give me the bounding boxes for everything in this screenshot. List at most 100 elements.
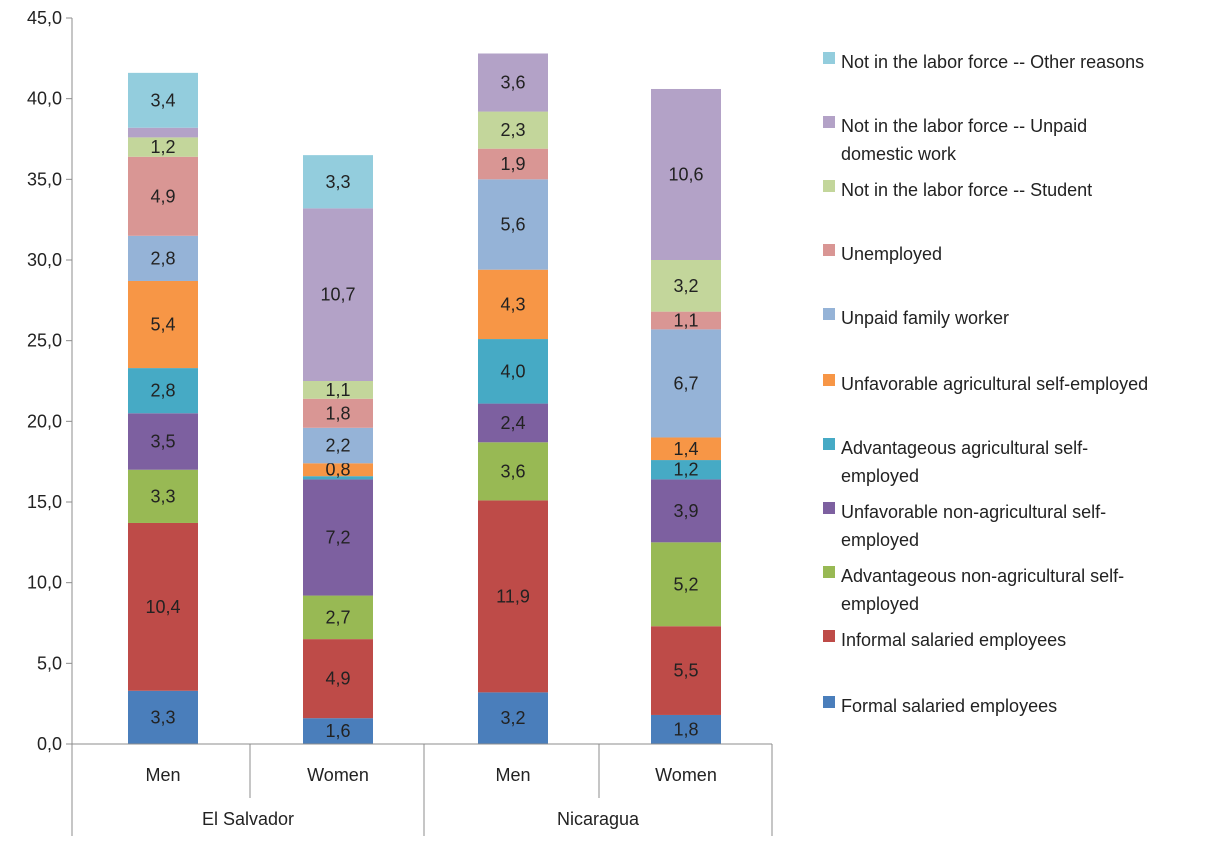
legend-swatch <box>823 566 835 578</box>
data-label: 3,3 <box>150 486 175 506</box>
data-label: 10,6 <box>668 164 703 184</box>
bar-segment <box>303 155 373 209</box>
data-label: 6,7 <box>673 373 698 393</box>
y-tick-label: 0,0 <box>37 734 62 754</box>
legend-swatch <box>823 244 835 256</box>
legend-label: Not in the labor force -- Other reasons <box>841 52 1144 72</box>
bar-segment <box>651 479 721 543</box>
bar-segment <box>128 235 198 281</box>
y-tick-label: 20,0 <box>27 411 62 431</box>
bar-segment <box>651 329 721 438</box>
bar-segment <box>651 714 721 744</box>
bar-segment <box>651 437 721 461</box>
category-label: Women <box>655 765 717 785</box>
bar-segment <box>651 260 721 312</box>
bar-segment <box>478 269 548 340</box>
bar-segment <box>651 460 721 480</box>
bar-segment <box>128 156 198 236</box>
bar-segment <box>128 690 198 744</box>
bar-segment <box>128 137 198 157</box>
y-tick-label: 5,0 <box>37 653 62 673</box>
legend-label: Unpaid family worker <box>841 308 1009 328</box>
bar-segment <box>128 368 198 414</box>
bar-segment <box>128 280 198 369</box>
data-label: 5,2 <box>673 574 698 594</box>
category-label: Men <box>145 765 180 785</box>
data-label: 3,3 <box>150 707 175 727</box>
data-label: 7,2 <box>325 527 350 547</box>
data-label: 2,3 <box>500 120 525 140</box>
legend-swatch <box>823 52 835 64</box>
data-label: 4,9 <box>325 669 350 689</box>
data-label: 3,6 <box>500 73 525 93</box>
data-label: 3,6 <box>500 461 525 481</box>
legend-label: domestic work <box>841 144 957 164</box>
bar-segment <box>303 639 373 719</box>
bar-segment <box>303 208 373 381</box>
legend-label: Not in the labor force -- Student <box>841 180 1092 200</box>
bar-segment <box>478 148 548 180</box>
legend-swatch <box>823 438 835 450</box>
data-label: 4,3 <box>500 294 525 314</box>
bar-segment <box>478 500 548 693</box>
bar-segment <box>651 542 721 627</box>
legend-swatch <box>823 374 835 386</box>
bar-segment <box>478 692 548 744</box>
bar-segment <box>303 381 373 399</box>
data-label: 3,3 <box>325 172 350 192</box>
y-tick-label: 30,0 <box>27 250 62 270</box>
y-tick-label: 15,0 <box>27 492 62 512</box>
data-label: 2,8 <box>150 248 175 268</box>
bar-segment <box>478 179 548 270</box>
data-label: 2,2 <box>325 436 350 456</box>
legend-label: Informal salaried employees <box>841 630 1066 650</box>
category-label: Men <box>495 765 530 785</box>
bar-segment <box>478 339 548 404</box>
legend-label: Unfavorable agricultural self-employed <box>841 374 1148 394</box>
legend-label: Advantageous non-agricultural self- <box>841 566 1124 586</box>
data-label: 4,9 <box>150 186 175 206</box>
y-tick-label: 10,0 <box>27 573 62 593</box>
y-tick-label: 35,0 <box>27 169 62 189</box>
data-label: 10,4 <box>145 597 180 617</box>
bar-segment <box>303 476 373 480</box>
y-tick-label: 40,0 <box>27 89 62 109</box>
data-label: 4,0 <box>500 361 525 381</box>
data-label: 2,8 <box>150 381 175 401</box>
bar-segment <box>303 427 373 464</box>
legend-swatch <box>823 696 835 708</box>
legend-label: Not in the labor force -- Unpaid <box>841 116 1087 136</box>
legend-label: Unemployed <box>841 244 942 264</box>
legend-label: employed <box>841 594 919 614</box>
data-label: 1,2 <box>150 137 175 157</box>
bar-segment <box>478 111 548 149</box>
data-label: 2,4 <box>500 413 525 433</box>
bar-segment <box>128 413 198 470</box>
bar-segment <box>128 127 198 138</box>
bar-segment <box>128 522 198 691</box>
legend-swatch <box>823 308 835 320</box>
group-label: El Salvador <box>202 809 294 829</box>
bar-segment <box>303 595 373 640</box>
legend-label: Formal salaried employees <box>841 696 1057 716</box>
bar-segment <box>651 626 721 715</box>
legend-label: Unfavorable non-agricultural self- <box>841 502 1106 522</box>
legend-label: employed <box>841 530 919 550</box>
data-label: 1,8 <box>673 719 698 739</box>
legend-label: employed <box>841 466 919 486</box>
bar-segment <box>478 403 548 443</box>
data-label: 3,5 <box>150 432 175 452</box>
data-label: 1,4 <box>673 439 698 459</box>
data-label: 1,2 <box>673 460 698 480</box>
bar-segment <box>651 311 721 330</box>
legend-swatch <box>823 180 835 192</box>
data-label: 3,2 <box>500 708 525 728</box>
group-label: Nicaragua <box>557 809 640 829</box>
data-label: 5,6 <box>500 215 525 235</box>
bar-segment <box>303 479 373 596</box>
bar-segment <box>128 469 198 523</box>
legend-label: Advantageous agricultural self- <box>841 438 1088 458</box>
data-label: 11,9 <box>496 586 530 606</box>
